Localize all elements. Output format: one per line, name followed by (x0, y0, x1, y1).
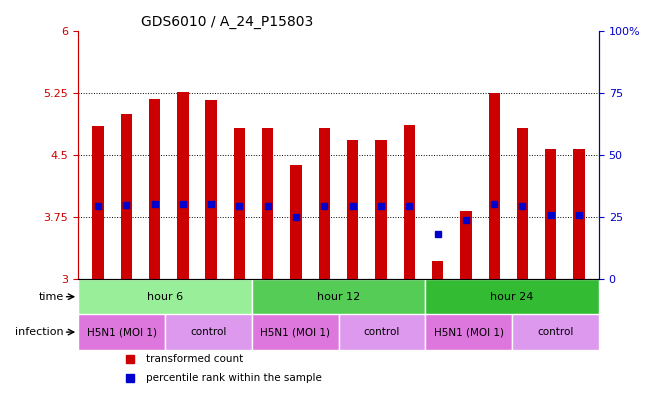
Bar (92, 127, 104, 279)
Bar (120, 114, 132, 279)
Bar (404, 125, 415, 279)
Bar (319, 128, 330, 279)
Bar (262, 128, 273, 279)
Bar (234, 128, 245, 279)
Bar (347, 140, 358, 279)
FancyBboxPatch shape (252, 314, 339, 350)
Text: H5N1 (MOI 1): H5N1 (MOI 1) (87, 327, 156, 337)
FancyBboxPatch shape (425, 314, 512, 350)
Text: infection: infection (15, 327, 64, 337)
Text: time: time (38, 292, 64, 302)
FancyBboxPatch shape (512, 314, 599, 350)
Text: GDS6010 / A_24_P15803: GDS6010 / A_24_P15803 (141, 15, 313, 29)
Text: H5N1 (MOI 1): H5N1 (MOI 1) (260, 327, 330, 337)
Bar (290, 165, 301, 279)
Bar (432, 261, 443, 279)
Bar (488, 93, 500, 279)
Text: H5N1 (MOI 1): H5N1 (MOI 1) (434, 327, 504, 337)
Text: control: control (364, 327, 400, 337)
FancyBboxPatch shape (425, 279, 599, 314)
Bar (460, 211, 471, 279)
Bar (376, 140, 387, 279)
Text: transformed count: transformed count (146, 354, 243, 364)
Bar (574, 149, 585, 279)
Text: hour 24: hour 24 (490, 292, 534, 302)
Text: control: control (537, 327, 574, 337)
FancyBboxPatch shape (78, 314, 165, 350)
Text: percentile rank within the sample: percentile rank within the sample (146, 373, 322, 383)
FancyBboxPatch shape (252, 279, 425, 314)
Text: hour 6: hour 6 (147, 292, 183, 302)
Bar (206, 100, 217, 279)
Bar (149, 99, 160, 279)
Bar (545, 149, 557, 279)
Bar (177, 92, 189, 279)
Bar (517, 128, 528, 279)
Text: control: control (190, 327, 227, 337)
Text: hour 12: hour 12 (317, 292, 360, 302)
FancyBboxPatch shape (78, 279, 252, 314)
FancyBboxPatch shape (165, 314, 252, 350)
FancyBboxPatch shape (339, 314, 425, 350)
